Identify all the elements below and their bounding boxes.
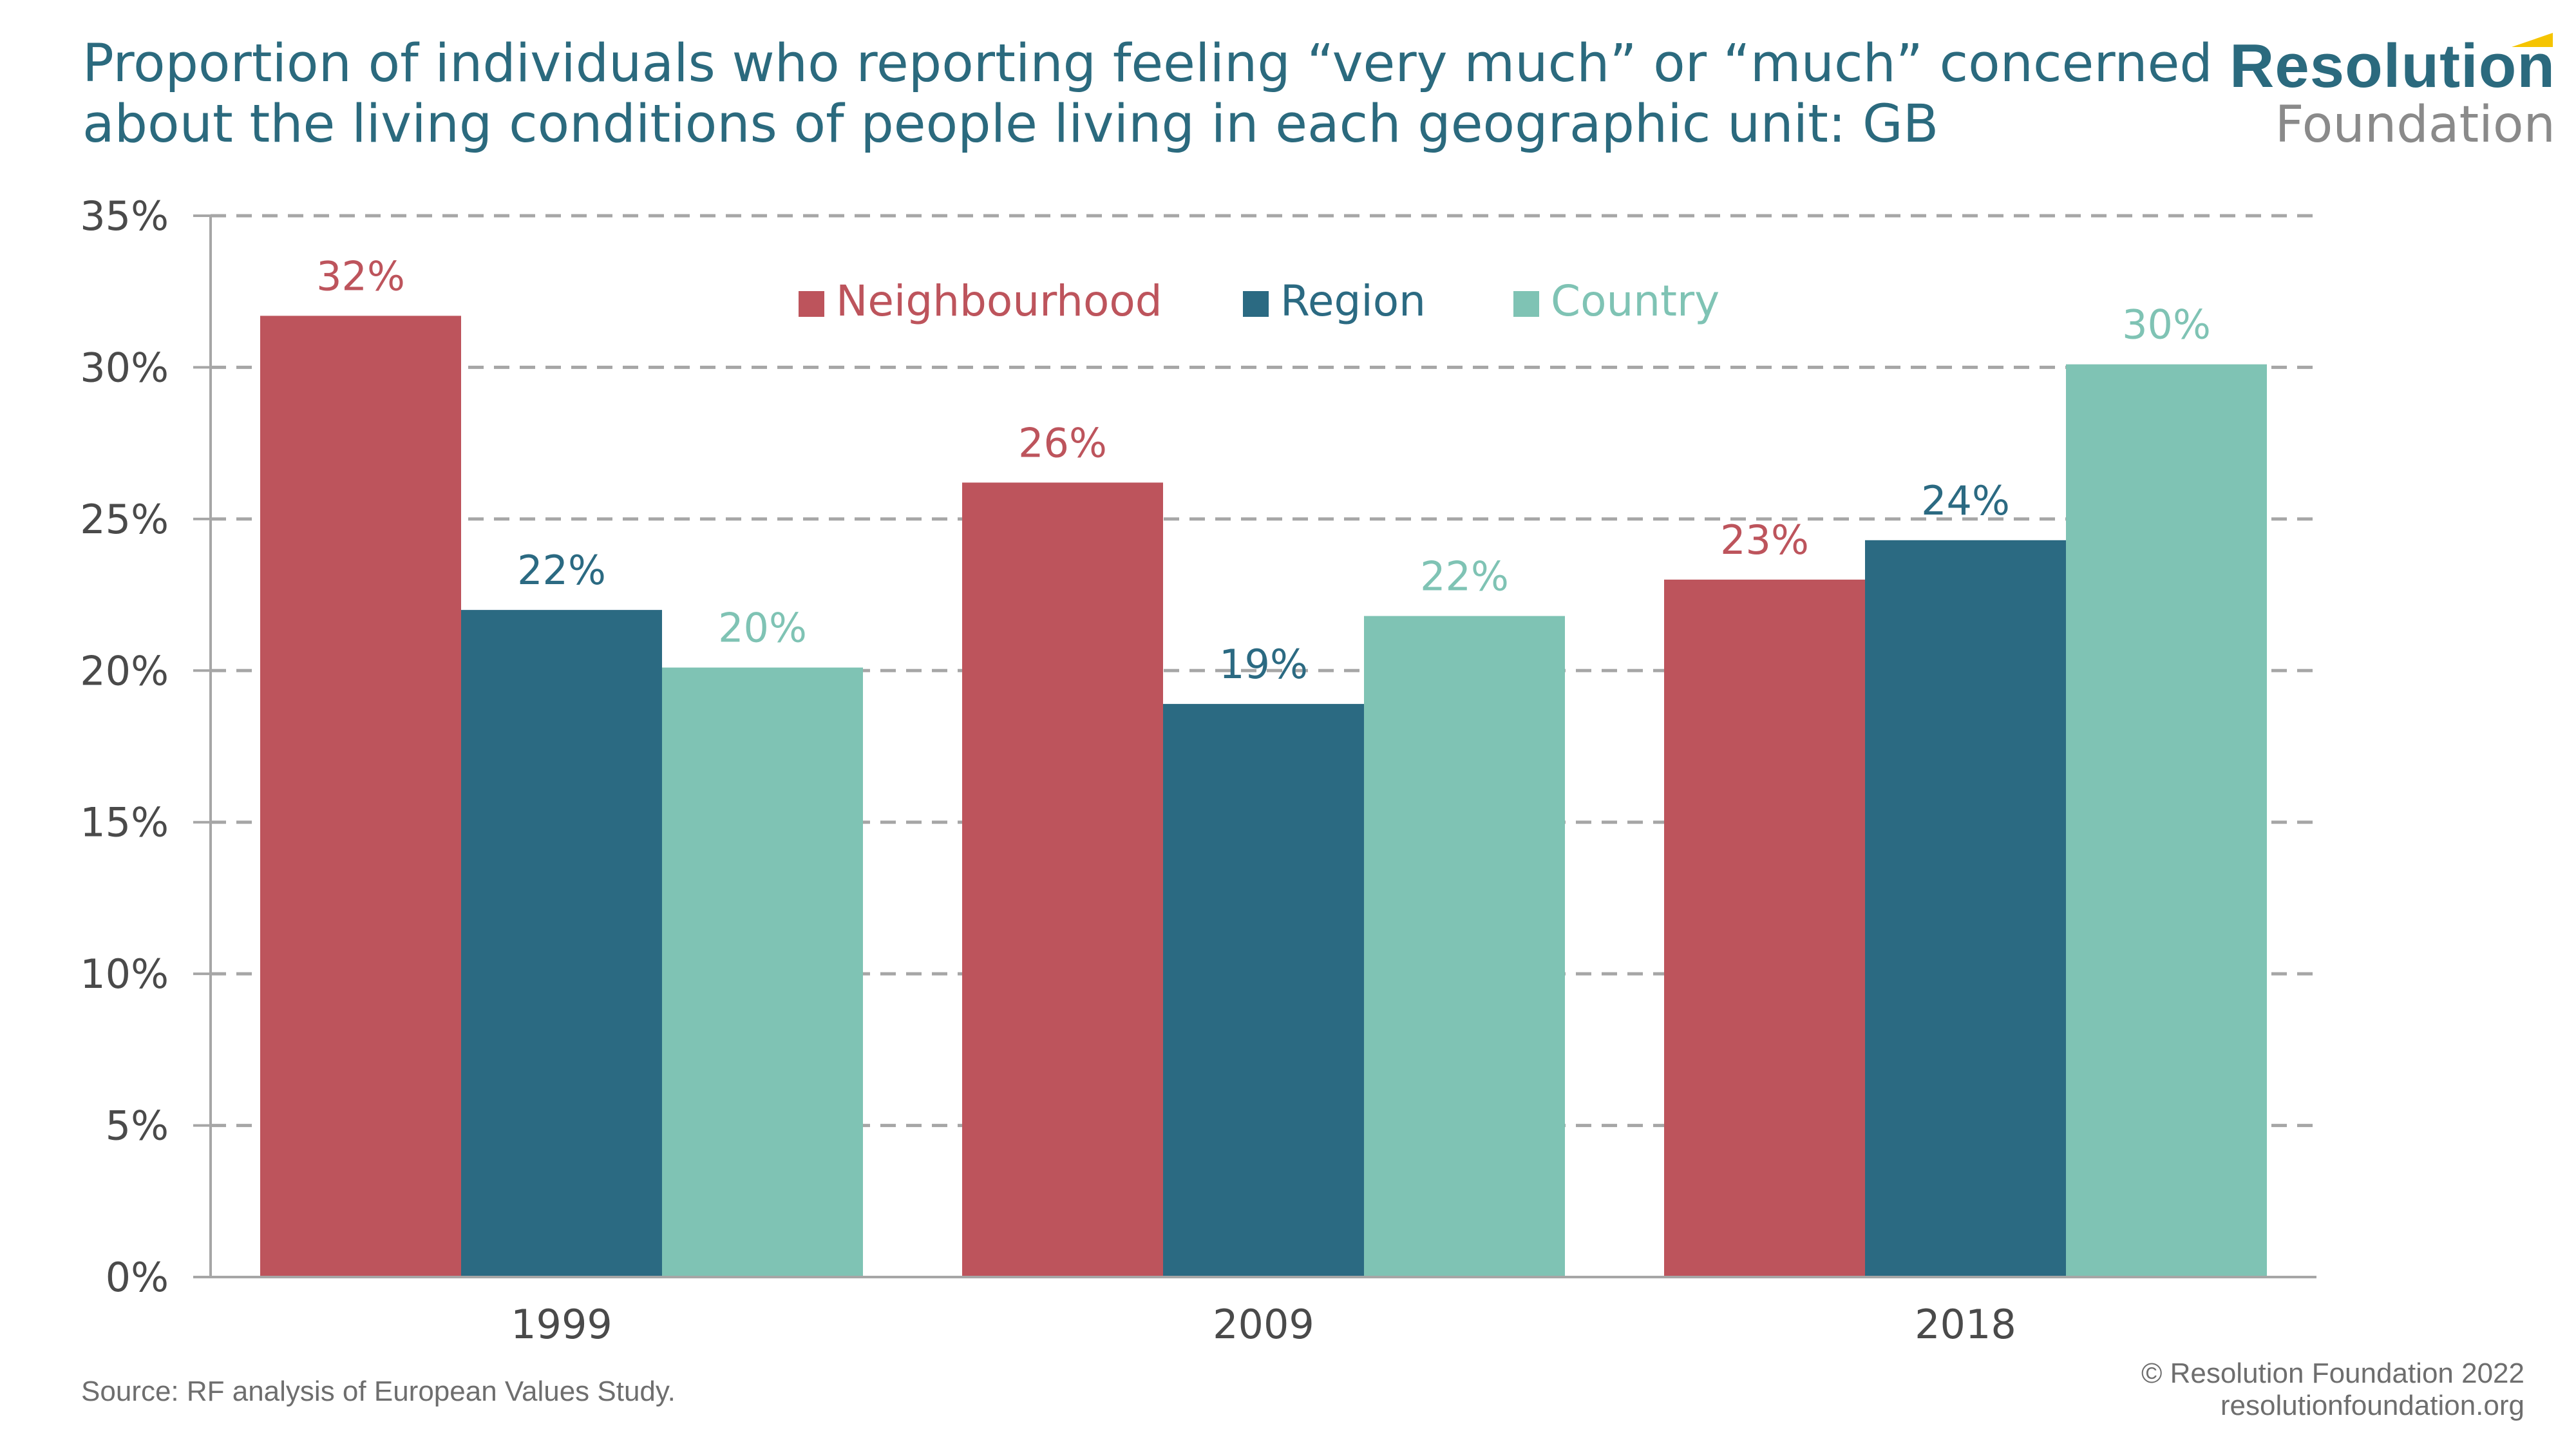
x-tick-label: 2018 — [1915, 1301, 2016, 1348]
y-tick-label: 35% — [80, 193, 169, 240]
copyright-text: © Resolution Foundation 2022 — [2141, 1358, 2524, 1389]
axes: 0% 5% 10% 15% 20% 25% 30% 35% 1999 2009 2018 — [80, 193, 2316, 1348]
y-tick-label: 5% — [106, 1103, 169, 1150]
legend-swatch — [1243, 291, 1269, 317]
logo-line-1: Resolution — [2230, 32, 2555, 100]
bar — [461, 610, 662, 1277]
y-tick-label: 15% — [80, 799, 169, 846]
chart-title: Proportion of individuals who reporting … — [82, 33, 2213, 155]
bar — [260, 316, 461, 1278]
data-label: 22% — [517, 547, 606, 594]
y-tick-label: 0% — [106, 1254, 169, 1301]
bar — [1865, 540, 2066, 1277]
legend-swatch — [1513, 291, 1539, 317]
bar — [2066, 364, 2267, 1277]
bar — [962, 482, 1163, 1278]
y-tick-label: 20% — [80, 647, 169, 694]
bars — [260, 316, 2267, 1278]
bar — [662, 667, 863, 1277]
source-note: Source: RF analysis of European Values S… — [81, 1376, 676, 1407]
legend-label: Country — [1551, 276, 1719, 326]
x-tick-label: 2009 — [1213, 1301, 1314, 1348]
credit: © Resolution Foundation 2022 resolutionf… — [2141, 1358, 2524, 1422]
data-label: 23% — [1720, 516, 1809, 564]
data-label: 32% — [316, 252, 405, 299]
data-labels: 32% 22% 20% 26% 19% 22% 23% 24% 30% — [316, 252, 2211, 688]
bar — [1664, 580, 1865, 1277]
bar — [1364, 616, 1565, 1277]
legend-label: Region — [1280, 276, 1426, 326]
legend-label: Neighbourhood — [836, 276, 1162, 326]
x-tick-label: 1999 — [511, 1301, 612, 1348]
y-tick-label: 10% — [80, 951, 169, 998]
data-label: 22% — [1420, 553, 1509, 600]
data-label: 20% — [718, 605, 807, 652]
y-tick-label: 30% — [80, 344, 169, 391]
resolution-foundation-logo: Resolution Foundation — [2230, 32, 2555, 154]
data-label: 19% — [1219, 641, 1308, 688]
y-tick-label: 25% — [80, 496, 169, 543]
bar — [1163, 704, 1364, 1277]
logo-line-2: Foundation — [2275, 96, 2555, 154]
legend: Neighbourhood Region Country — [799, 276, 1719, 326]
website-url: resolutionfoundation.org — [2220, 1390, 2524, 1421]
data-label: 26% — [1018, 419, 1107, 466]
legend-swatch — [799, 291, 824, 317]
data-label: 30% — [2122, 301, 2211, 348]
data-label: 24% — [1921, 477, 2010, 524]
